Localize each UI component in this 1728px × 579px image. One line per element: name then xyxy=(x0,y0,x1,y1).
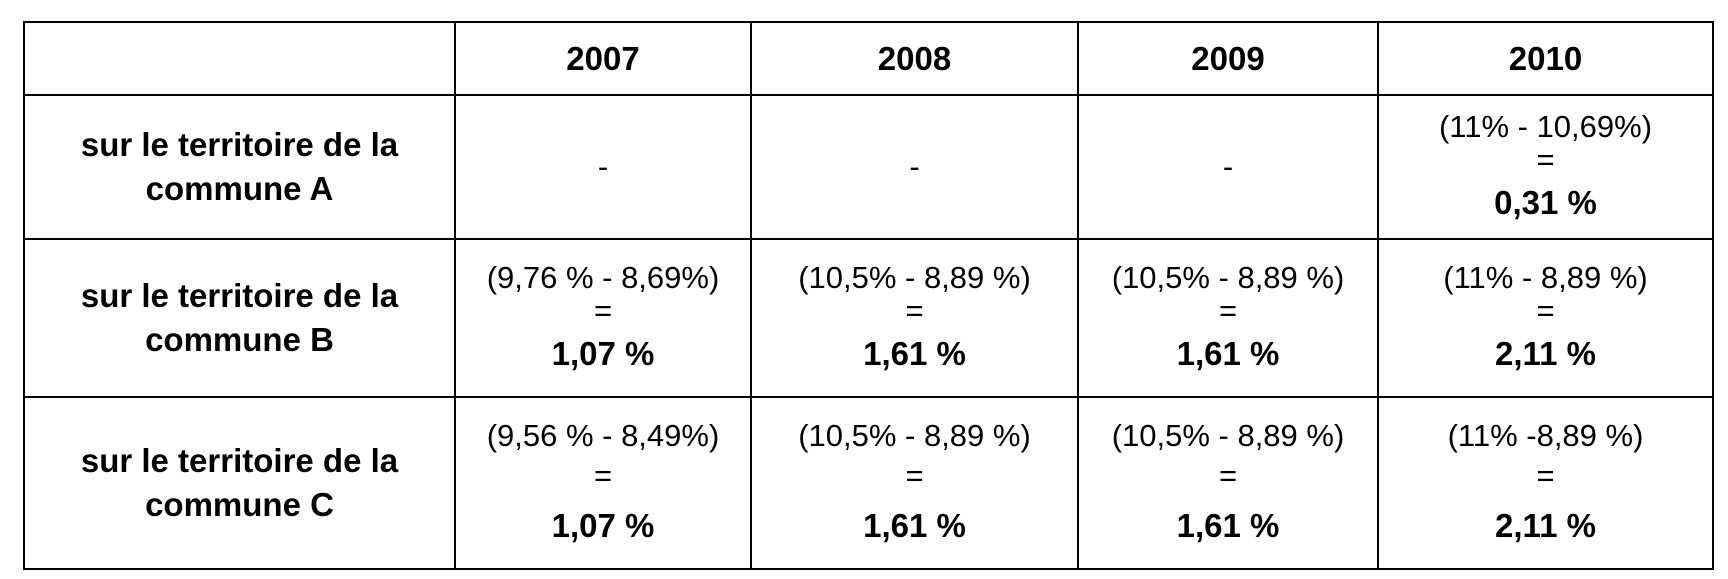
header-corner-cell xyxy=(23,21,456,96)
cell-result: 1,07 % xyxy=(551,507,655,544)
cell-result: 1,61 % xyxy=(863,335,966,372)
cell-equals: = xyxy=(905,458,924,493)
cell-expression: (11% - 10,69%) xyxy=(1438,109,1653,144)
cell-equals: = xyxy=(1536,458,1555,493)
row-label-line1: sur le territoire de la xyxy=(80,126,399,163)
cell-expression: (10,5% - 8,89 %) xyxy=(1111,260,1345,295)
row-label-commune-c: sur le territoire de la commune C xyxy=(23,396,456,570)
cell-result: 1,61 % xyxy=(1176,335,1280,372)
cell-equals: = xyxy=(1536,142,1555,177)
cell-result: 1,61 % xyxy=(863,507,966,544)
cell-result: 2,11 % xyxy=(1495,335,1596,372)
table-row-commune-c: sur le territoire de la commune C (9,56 … xyxy=(23,396,1714,570)
cell-equals: = xyxy=(1218,293,1238,328)
cell-equals: = xyxy=(905,293,924,328)
cell-c-2010: (11% -8,89 %) = 2,11 % xyxy=(1377,396,1714,570)
header-year-2007: 2007 xyxy=(454,21,752,96)
cell-a-2010: (11% - 10,69%) = 0,31 % xyxy=(1377,94,1714,240)
cell-c-2007: (9,56 % - 8,49%) = 1,07 % xyxy=(454,396,752,570)
row-label-line2: commune A xyxy=(145,170,334,207)
header-year-2008: 2008 xyxy=(750,21,1079,96)
cell-expression: (10,5% - 8,89 %) xyxy=(798,418,1031,453)
cell-expression: (11% -8,89 %) xyxy=(1447,418,1644,453)
cell-result: 1,61 % xyxy=(1176,507,1280,544)
cell-a-2009: - xyxy=(1077,94,1379,240)
cell-expression: (11% - 8,89 %) xyxy=(1443,260,1648,295)
cell-equals: = xyxy=(1218,458,1238,493)
cell-expression: (9,76 % - 8,69%) xyxy=(486,260,720,295)
cell-a-2007: - xyxy=(454,94,752,240)
cell-a-2008: - xyxy=(750,94,1079,240)
table-row-commune-b: sur le territoire de la commune B (9,76 … xyxy=(23,238,1714,398)
rates-table: 2007 2008 2009 2010 sur le territoire de… xyxy=(23,21,1714,570)
header-year-2009: 2009 xyxy=(1077,21,1379,96)
cell-result: 2,11 % xyxy=(1495,507,1596,544)
row-label-line2: commune C xyxy=(145,486,334,523)
cell-b-2010: (11% - 8,89 %) = 2,11 % xyxy=(1377,238,1714,398)
cell-b-2008: (10,5% - 8,89 %) = 1,61 % xyxy=(750,238,1079,398)
cell-result: 0,31 % xyxy=(1494,184,1597,221)
cell-result: 1,07 % xyxy=(551,335,655,372)
cell-c-2008: (10,5% - 8,89 %) = 1,61 % xyxy=(750,396,1079,570)
cell-equals: = xyxy=(593,293,613,328)
cell-c-2009: (10,5% - 8,89 %) = 1,61 % xyxy=(1077,396,1379,570)
row-label-commune-b: sur le territoire de la commune B xyxy=(23,238,456,398)
row-label-line1: sur le territoire de la xyxy=(80,442,399,479)
cell-b-2009: (10,5% - 8,89 %) = 1,61 % xyxy=(1077,238,1379,398)
cell-equals: = xyxy=(1536,293,1555,328)
row-label-line1: sur le territoire de la xyxy=(80,277,399,314)
header-year-2010: 2010 xyxy=(1377,21,1714,96)
row-label-commune-a: sur le territoire de la commune A xyxy=(23,94,456,240)
cell-expression: (10,5% - 8,89 %) xyxy=(798,260,1031,295)
cell-equals: = xyxy=(593,458,613,493)
table-row-commune-a: sur le territoire de la commune A - - - … xyxy=(23,94,1714,240)
cell-expression: (10,5% - 8,89 %) xyxy=(1111,418,1345,453)
cell-expression: (9,56 % - 8,49%) xyxy=(486,418,720,453)
cell-b-2007: (9,76 % - 8,69%) = 1,07 % xyxy=(454,238,752,398)
row-label-line2: commune B xyxy=(145,321,334,358)
header-row: 2007 2008 2009 2010 xyxy=(23,21,1714,96)
